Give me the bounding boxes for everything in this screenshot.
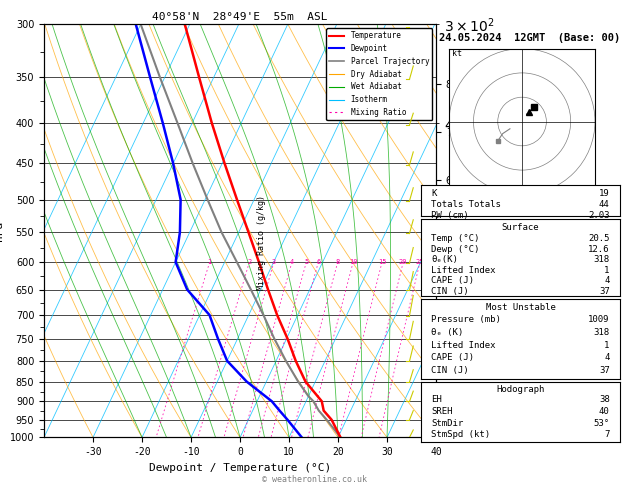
Text: 4: 4 — [604, 276, 610, 285]
Text: Lifted Index: Lifted Index — [431, 266, 496, 275]
Text: 6: 6 — [316, 259, 320, 265]
Text: Surface: Surface — [502, 223, 539, 232]
Text: 5: 5 — [304, 259, 308, 265]
Text: 3: 3 — [272, 259, 276, 265]
Text: StmSpd (kt): StmSpd (kt) — [431, 431, 491, 439]
Text: PW (cm): PW (cm) — [431, 210, 469, 220]
Text: 53°: 53° — [594, 418, 610, 428]
Text: SREH: SREH — [431, 407, 453, 416]
Y-axis label: hPa: hPa — [0, 221, 4, 241]
Text: 318: 318 — [594, 255, 610, 264]
Text: K: K — [431, 190, 437, 198]
Text: θₑ(K): θₑ(K) — [431, 255, 458, 264]
Text: 4: 4 — [604, 353, 610, 363]
Text: 20: 20 — [399, 259, 408, 265]
Text: CIN (J): CIN (J) — [431, 366, 469, 375]
Text: LCL: LCL — [438, 392, 452, 401]
Text: Totals Totals: Totals Totals — [431, 200, 501, 209]
Y-axis label: km
ASL: km ASL — [500, 222, 521, 240]
Text: 38: 38 — [599, 395, 610, 404]
X-axis label: Dewpoint / Temperature (°C): Dewpoint / Temperature (°C) — [149, 463, 331, 473]
Text: CAPE (J): CAPE (J) — [431, 353, 474, 363]
Text: 1: 1 — [604, 266, 610, 275]
Text: 1009: 1009 — [588, 315, 610, 324]
Text: Lifted Index: Lifted Index — [431, 341, 496, 349]
Text: 40: 40 — [599, 407, 610, 416]
Text: CIN (J): CIN (J) — [431, 287, 469, 296]
Legend: Temperature, Dewpoint, Parcel Trajectory, Dry Adiabat, Wet Adiabat, Isotherm, Mi: Temperature, Dewpoint, Parcel Trajectory… — [326, 28, 432, 120]
Text: 1: 1 — [604, 341, 610, 349]
Text: Hodograph: Hodograph — [496, 384, 545, 394]
Title: 40°58'N  28°49'E  55m  ASL: 40°58'N 28°49'E 55m ASL — [152, 12, 328, 22]
Text: 44: 44 — [599, 200, 610, 209]
Text: θₑ (K): θₑ (K) — [431, 328, 464, 337]
Text: 24.05.2024  12GMT  (Base: 00): 24.05.2024 12GMT (Base: 00) — [439, 33, 620, 43]
Text: 15: 15 — [378, 259, 386, 265]
Text: 37: 37 — [599, 287, 610, 296]
Text: 1: 1 — [208, 259, 212, 265]
Text: Temp (°C): Temp (°C) — [431, 234, 480, 243]
Text: 8: 8 — [336, 259, 340, 265]
Text: StmDir: StmDir — [431, 418, 464, 428]
Text: Pressure (mb): Pressure (mb) — [431, 315, 501, 324]
Text: 20.5: 20.5 — [588, 234, 610, 243]
Text: kt: kt — [452, 49, 462, 58]
Text: Mixing Ratio (g/kg): Mixing Ratio (g/kg) — [257, 195, 265, 291]
Text: 2.03: 2.03 — [588, 210, 610, 220]
Text: 19: 19 — [599, 190, 610, 198]
Text: 2: 2 — [247, 259, 252, 265]
Text: CAPE (J): CAPE (J) — [431, 276, 474, 285]
Text: 10: 10 — [349, 259, 357, 265]
Text: 4: 4 — [290, 259, 294, 265]
Text: Dewp (°C): Dewp (°C) — [431, 245, 480, 254]
Text: 37: 37 — [599, 366, 610, 375]
Text: 25: 25 — [416, 259, 424, 265]
Text: 12.6: 12.6 — [588, 245, 610, 254]
Text: 318: 318 — [594, 328, 610, 337]
Text: 7: 7 — [604, 431, 610, 439]
Text: EH: EH — [431, 395, 442, 404]
Text: © weatheronline.co.uk: © weatheronline.co.uk — [262, 474, 367, 484]
Text: Most Unstable: Most Unstable — [486, 303, 555, 312]
